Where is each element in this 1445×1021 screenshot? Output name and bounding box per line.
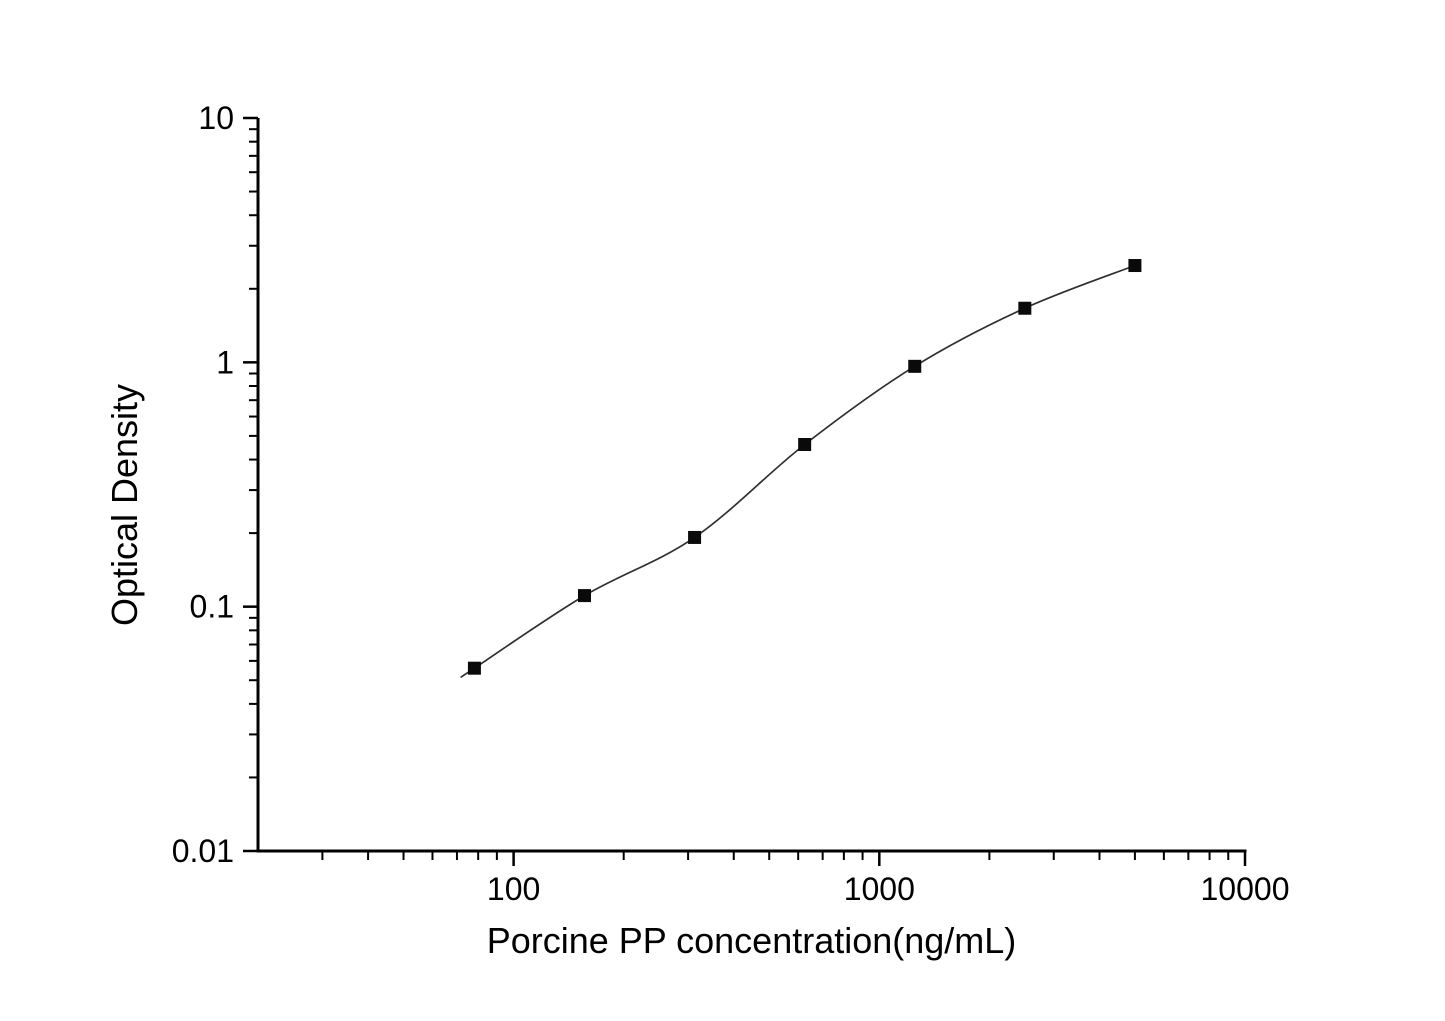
data-point-marker <box>1018 301 1032 315</box>
data-point-marker <box>1128 259 1142 273</box>
standard-curve-line <box>460 264 1136 678</box>
x-tick-label: 1000 <box>844 871 915 907</box>
x-tick-label: 100 <box>487 871 540 907</box>
data-point-marker <box>798 438 812 452</box>
y-tick-label: 0.1 <box>190 589 234 625</box>
data-point-marker <box>577 589 591 603</box>
y-tick-label: 10 <box>198 100 234 136</box>
y-tick-label: 1 <box>216 344 234 380</box>
x-axis-title: Porcine PP concentration(ng/mL) <box>486 920 1017 961</box>
data-point-marker <box>467 661 481 675</box>
y-axis-title: Optical Density <box>104 383 145 627</box>
data-point-marker <box>908 359 922 373</box>
y-tick-label: 0.01 <box>172 833 234 869</box>
x-tick-label: 10000 <box>1201 871 1290 907</box>
data-point-marker <box>688 530 702 544</box>
